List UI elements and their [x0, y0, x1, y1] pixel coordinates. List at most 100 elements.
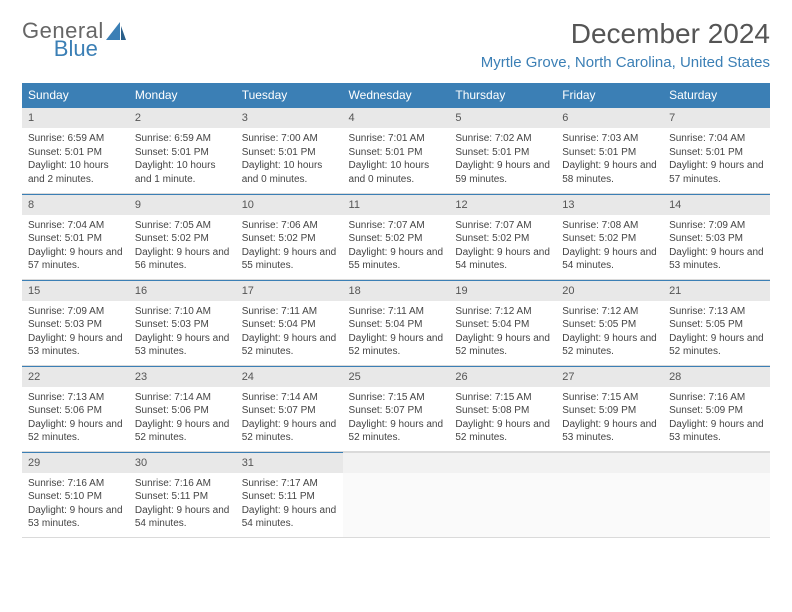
- calendar-cell: 26Sunrise: 7:15 AMSunset: 5:08 PMDayligh…: [449, 365, 556, 451]
- day-number: 28: [663, 366, 770, 387]
- calendar-cell: 4Sunrise: 7:01 AMSunset: 5:01 PMDaylight…: [343, 107, 450, 193]
- day-details: Sunrise: 7:17 AMSunset: 5:11 PMDaylight:…: [236, 473, 343, 535]
- calendar-table: SundayMondayTuesdayWednesdayThursdayFrid…: [22, 83, 770, 538]
- day-details: Sunrise: 7:06 AMSunset: 5:02 PMDaylight:…: [236, 215, 343, 277]
- calendar-cell: 22Sunrise: 7:13 AMSunset: 5:06 PMDayligh…: [22, 365, 129, 451]
- day-details: Sunrise: 7:10 AMSunset: 5:03 PMDaylight:…: [129, 301, 236, 363]
- day-number: 20: [556, 280, 663, 301]
- day-number: 8: [22, 194, 129, 215]
- calendar-cell: 9Sunrise: 7:05 AMSunset: 5:02 PMDaylight…: [129, 193, 236, 279]
- calendar-cell: 3Sunrise: 7:00 AMSunset: 5:01 PMDaylight…: [236, 107, 343, 193]
- weekday-header: Tuesday: [236, 83, 343, 107]
- calendar-cell: 5Sunrise: 7:02 AMSunset: 5:01 PMDaylight…: [449, 107, 556, 193]
- calendar-cell: 1Sunrise: 6:59 AMSunset: 5:01 PMDaylight…: [22, 107, 129, 193]
- day-details: Sunrise: 7:08 AMSunset: 5:02 PMDaylight:…: [556, 215, 663, 277]
- calendar-cell: 27Sunrise: 7:15 AMSunset: 5:09 PMDayligh…: [556, 365, 663, 451]
- calendar-row: 29Sunrise: 7:16 AMSunset: 5:10 PMDayligh…: [22, 451, 770, 537]
- day-details: Sunrise: 6:59 AMSunset: 5:01 PMDaylight:…: [22, 128, 129, 190]
- calendar-row: 1Sunrise: 6:59 AMSunset: 5:01 PMDaylight…: [22, 107, 770, 193]
- logo: General Blue: [22, 18, 172, 44]
- day-number: 18: [343, 280, 450, 301]
- day-number: 6: [556, 107, 663, 128]
- calendar-cell: 29Sunrise: 7:16 AMSunset: 5:10 PMDayligh…: [22, 451, 129, 537]
- day-number: 30: [129, 452, 236, 473]
- calendar-cell: 24Sunrise: 7:14 AMSunset: 5:07 PMDayligh…: [236, 365, 343, 451]
- calendar-row: 8Sunrise: 7:04 AMSunset: 5:01 PMDaylight…: [22, 193, 770, 279]
- location-text: Myrtle Grove, North Carolina, United Sta…: [481, 54, 770, 71]
- day-number-empty: [449, 452, 556, 473]
- logo-text-blue: Blue: [54, 36, 98, 62]
- weekday-header: Sunday: [22, 83, 129, 107]
- day-number: 12: [449, 194, 556, 215]
- calendar-cell: 12Sunrise: 7:07 AMSunset: 5:02 PMDayligh…: [449, 193, 556, 279]
- weekday-header: Saturday: [663, 83, 770, 107]
- day-number: 13: [556, 194, 663, 215]
- day-details: Sunrise: 7:15 AMSunset: 5:08 PMDaylight:…: [449, 387, 556, 449]
- calendar-cell: 30Sunrise: 7:16 AMSunset: 5:11 PMDayligh…: [129, 451, 236, 537]
- title-block: December 2024 Myrtle Grove, North Caroli…: [481, 18, 770, 71]
- calendar-cell: 13Sunrise: 7:08 AMSunset: 5:02 PMDayligh…: [556, 193, 663, 279]
- day-details: Sunrise: 7:09 AMSunset: 5:03 PMDaylight:…: [22, 301, 129, 363]
- day-number: 26: [449, 366, 556, 387]
- logo-sail-icon: [106, 22, 126, 40]
- day-details: Sunrise: 6:59 AMSunset: 5:01 PMDaylight:…: [129, 128, 236, 190]
- calendar-cell: 15Sunrise: 7:09 AMSunset: 5:03 PMDayligh…: [22, 279, 129, 365]
- day-details: Sunrise: 7:13 AMSunset: 5:06 PMDaylight:…: [22, 387, 129, 449]
- day-details: Sunrise: 7:07 AMSunset: 5:02 PMDaylight:…: [343, 215, 450, 277]
- day-number: 23: [129, 366, 236, 387]
- calendar-row: 22Sunrise: 7:13 AMSunset: 5:06 PMDayligh…: [22, 365, 770, 451]
- day-details: Sunrise: 7:12 AMSunset: 5:05 PMDaylight:…: [556, 301, 663, 363]
- calendar-cell: 16Sunrise: 7:10 AMSunset: 5:03 PMDayligh…: [129, 279, 236, 365]
- day-number: 17: [236, 280, 343, 301]
- calendar-cell: [343, 451, 450, 537]
- day-number-empty: [556, 452, 663, 473]
- day-number: 15: [22, 280, 129, 301]
- day-number: 3: [236, 107, 343, 128]
- calendar-head: SundayMondayTuesdayWednesdayThursdayFrid…: [22, 83, 770, 107]
- day-number: 2: [129, 107, 236, 128]
- weekday-header: Friday: [556, 83, 663, 107]
- day-number: 7: [663, 107, 770, 128]
- calendar-cell: 8Sunrise: 7:04 AMSunset: 5:01 PMDaylight…: [22, 193, 129, 279]
- day-number: 24: [236, 366, 343, 387]
- day-details: Sunrise: 7:14 AMSunset: 5:06 PMDaylight:…: [129, 387, 236, 449]
- day-number: 27: [556, 366, 663, 387]
- calendar-cell: [556, 451, 663, 537]
- day-details: Sunrise: 7:04 AMSunset: 5:01 PMDaylight:…: [22, 215, 129, 277]
- day-number: 9: [129, 194, 236, 215]
- day-details: Sunrise: 7:00 AMSunset: 5:01 PMDaylight:…: [236, 128, 343, 190]
- calendar-cell: 7Sunrise: 7:04 AMSunset: 5:01 PMDaylight…: [663, 107, 770, 193]
- calendar-cell: 31Sunrise: 7:17 AMSunset: 5:11 PMDayligh…: [236, 451, 343, 537]
- day-details: Sunrise: 7:16 AMSunset: 5:10 PMDaylight:…: [22, 473, 129, 535]
- day-details: Sunrise: 7:05 AMSunset: 5:02 PMDaylight:…: [129, 215, 236, 277]
- day-number: 1: [22, 107, 129, 128]
- day-details: Sunrise: 7:13 AMSunset: 5:05 PMDaylight:…: [663, 301, 770, 363]
- day-number: 21: [663, 280, 770, 301]
- day-number: 10: [236, 194, 343, 215]
- day-details: Sunrise: 7:09 AMSunset: 5:03 PMDaylight:…: [663, 215, 770, 277]
- day-details: Sunrise: 7:11 AMSunset: 5:04 PMDaylight:…: [236, 301, 343, 363]
- calendar-cell: 23Sunrise: 7:14 AMSunset: 5:06 PMDayligh…: [129, 365, 236, 451]
- day-number: 11: [343, 194, 450, 215]
- month-title: December 2024: [481, 18, 770, 50]
- weekday-header: Monday: [129, 83, 236, 107]
- calendar-cell: 20Sunrise: 7:12 AMSunset: 5:05 PMDayligh…: [556, 279, 663, 365]
- calendar-row: 15Sunrise: 7:09 AMSunset: 5:03 PMDayligh…: [22, 279, 770, 365]
- day-number: 4: [343, 107, 450, 128]
- calendar-cell: 18Sunrise: 7:11 AMSunset: 5:04 PMDayligh…: [343, 279, 450, 365]
- calendar-cell: 2Sunrise: 6:59 AMSunset: 5:01 PMDaylight…: [129, 107, 236, 193]
- day-number: 16: [129, 280, 236, 301]
- calendar-cell: 17Sunrise: 7:11 AMSunset: 5:04 PMDayligh…: [236, 279, 343, 365]
- day-details: Sunrise: 7:16 AMSunset: 5:11 PMDaylight:…: [129, 473, 236, 535]
- day-number: 29: [22, 452, 129, 473]
- header: General Blue December 2024 Myrtle Grove,…: [22, 18, 770, 71]
- day-details: Sunrise: 7:15 AMSunset: 5:09 PMDaylight:…: [556, 387, 663, 449]
- day-number: 25: [343, 366, 450, 387]
- day-details: Sunrise: 7:12 AMSunset: 5:04 PMDaylight:…: [449, 301, 556, 363]
- day-details: Sunrise: 7:11 AMSunset: 5:04 PMDaylight:…: [343, 301, 450, 363]
- day-details: Sunrise: 7:15 AMSunset: 5:07 PMDaylight:…: [343, 387, 450, 449]
- day-number: 14: [663, 194, 770, 215]
- day-details: Sunrise: 7:14 AMSunset: 5:07 PMDaylight:…: [236, 387, 343, 449]
- calendar-cell: 19Sunrise: 7:12 AMSunset: 5:04 PMDayligh…: [449, 279, 556, 365]
- day-details: Sunrise: 7:16 AMSunset: 5:09 PMDaylight:…: [663, 387, 770, 449]
